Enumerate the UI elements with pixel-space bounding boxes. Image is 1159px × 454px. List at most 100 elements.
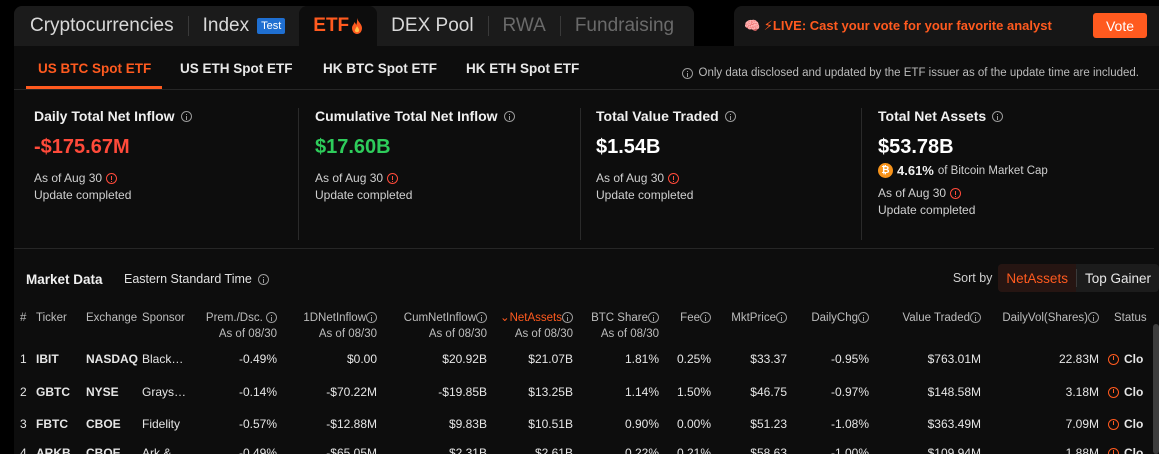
row-mkt-price: $58.63 [750, 446, 787, 454]
card-status: Update completed [34, 188, 132, 202]
card-divider [861, 108, 862, 240]
info-icon[interactable] [648, 312, 659, 324]
row-btc-share: 1.81% [624, 352, 659, 366]
col-header-net-assets[interactable]: ⌄NetAssets As of 08/30 [500, 310, 573, 342]
info-icon[interactable] [366, 312, 377, 324]
tab-index[interactable]: Index Test [189, 6, 300, 46]
subtab-us-eth-spot-etf[interactable]: US ETH Spot ETF [180, 61, 293, 76]
card-title: Total Value Traded [596, 108, 861, 124]
col-header-1d-net-inflow[interactable]: 1DNetInflow As of 08/30 [303, 310, 377, 342]
live-banner-text[interactable]: 🧠 ⚡LIVE: Cast your vote for your favorit… [744, 18, 1052, 33]
sort-net-assets-button[interactable]: NetAssets [998, 264, 1076, 292]
warning-icon[interactable] [950, 187, 962, 199]
col-header-mkt-price[interactable]: MktPrice [731, 310, 787, 326]
info-icon[interactable] [970, 312, 981, 324]
row-prem: -0.49% [238, 352, 277, 366]
col-header-btc-share[interactable]: BTC Share As of 08/30 [591, 310, 659, 342]
row-ticker[interactable]: IBIT [36, 352, 59, 366]
col-header-daily-chg[interactable]: DailyChg [811, 310, 869, 326]
etf-subtabs: US BTC Spot ETF US ETH Spot ETF HK BTC S… [14, 46, 1159, 90]
info-icon[interactable] [503, 110, 515, 122]
tab-cryptocurrencies[interactable]: Cryptocurrencies [14, 6, 188, 46]
card-date: As of Aug 30 [34, 171, 299, 185]
info-icon[interactable] [724, 110, 736, 122]
vote-button[interactable]: Vote [1093, 13, 1147, 38]
col-header-ticker[interactable]: Ticker [36, 312, 67, 324]
row-cum-net-inflow: -$19.85B [438, 385, 487, 399]
subtab-us-btc-spot-etf[interactable]: US BTC Spot ETF [38, 61, 152, 76]
clock-icon [1108, 387, 1119, 399]
card-date: As of Aug 30 [596, 171, 861, 185]
timezone-selector[interactable]: Eastern Standard Time [124, 272, 269, 286]
info-icon[interactable] [180, 110, 192, 122]
header-sub: As of 08/30 [600, 328, 659, 340]
card-value: $17.60B [315, 136, 391, 158]
row-value-traded: $109.94M [927, 446, 981, 454]
active-subtab-indicator [26, 86, 162, 89]
header-label: CumNetInflow [403, 312, 476, 324]
tab-label: RWA [502, 15, 546, 36]
info-icon[interactable] [1088, 312, 1099, 324]
info-icon[interactable] [476, 312, 487, 324]
col-header-prem[interactable]: Prem./Dsc. As of 08/30 [206, 310, 277, 342]
tab-etf[interactable]: ETF [299, 6, 378, 46]
top-nav: Cryptocurrencies Index Test ETF DEX Pool … [0, 0, 1159, 46]
test-badge: Test [257, 18, 286, 34]
card-title-text: Total Value Traded [596, 108, 719, 124]
col-header-status[interactable]: Status [1114, 312, 1147, 324]
row-ticker[interactable]: ARKB [36, 446, 71, 454]
col-header-sponsor[interactable]: Sponsor [142, 312, 185, 324]
row-status-text: Clo [1124, 417, 1144, 431]
col-header-cum-net-inflow[interactable]: CumNetInflow As of 08/30 [404, 310, 487, 342]
tab-rwa[interactable]: RWA [489, 6, 560, 46]
row-btc-share: 1.14% [624, 385, 659, 399]
flame-icon [352, 18, 363, 34]
info-icon[interactable] [257, 273, 269, 285]
info-icon[interactable] [992, 110, 1004, 122]
header-label: BTC Share [591, 312, 648, 324]
market-data-title: Market Data [26, 272, 103, 287]
warning-icon[interactable] [387, 172, 399, 184]
sort-options: NetAssets Top Gainer [998, 264, 1159, 292]
row-cum-net-inflow: $9.83B [448, 417, 487, 431]
live-banner[interactable]: 🧠 ⚡LIVE: Cast your vote for your favorit… [734, 6, 1159, 46]
tab-dex-pool[interactable]: DEX Pool [377, 6, 487, 46]
tab-label: ETF [313, 15, 350, 36]
disclaimer-text: Only data disclosed and updated by the E… [698, 67, 1139, 79]
row-daily-vol: 22.83M [1058, 352, 1099, 366]
header-label: DailyChg [811, 312, 858, 324]
header-sub: As of 08/30 [218, 328, 277, 340]
info-icon[interactable] [562, 312, 573, 324]
warning-icon[interactable] [668, 172, 680, 184]
btc-share-percent: 4.61% [897, 163, 934, 178]
info-icon[interactable] [776, 312, 787, 324]
section-divider [14, 248, 1154, 249]
col-header-exchange[interactable]: Exchange [86, 312, 138, 324]
header-label: Prem./Dsc. [205, 312, 263, 324]
row-ticker[interactable]: GBTC [36, 385, 70, 399]
card-date-text: As of Aug 30 [34, 171, 103, 185]
subtab-hk-eth-spot-etf[interactable]: HK ETH Spot ETF [466, 61, 580, 76]
card-status: Update completed [878, 203, 976, 217]
row-ticker[interactable]: FBTC [36, 417, 68, 431]
info-icon [681, 67, 693, 79]
sort-top-gainer-button[interactable]: Top Gainer [1084, 270, 1151, 286]
info-icon[interactable] [700, 312, 711, 324]
subtab-hk-btc-spot-etf[interactable]: HK BTC Spot ETF [323, 61, 437, 76]
col-header-daily-vol[interactable]: DailyVol(Shares) [1002, 310, 1099, 326]
info-icon[interactable] [266, 312, 277, 324]
warning-icon[interactable] [106, 172, 118, 184]
header-label: DailyVol(Shares) [1002, 312, 1088, 324]
info-icon[interactable] [858, 312, 869, 324]
tab-label: Cryptocurrencies [30, 15, 174, 36]
tab-fundraising[interactable]: Fundraising [561, 6, 688, 46]
row-prem: -0.57% [238, 417, 277, 431]
disclaimer: Only data disclosed and updated by the E… [681, 67, 1139, 79]
col-header-value-traded[interactable]: Value Traded [902, 310, 981, 326]
card-value: $1.54B [596, 136, 661, 158]
card-daily-net-inflow: Daily Total Net Inflow -$175.67M As of A… [34, 108, 299, 240]
row-status-text: Clo [1124, 446, 1144, 454]
col-header-fee[interactable]: Fee [680, 310, 711, 326]
scrollbar[interactable] [1153, 324, 1159, 454]
header-label: MktPrice [731, 312, 776, 324]
